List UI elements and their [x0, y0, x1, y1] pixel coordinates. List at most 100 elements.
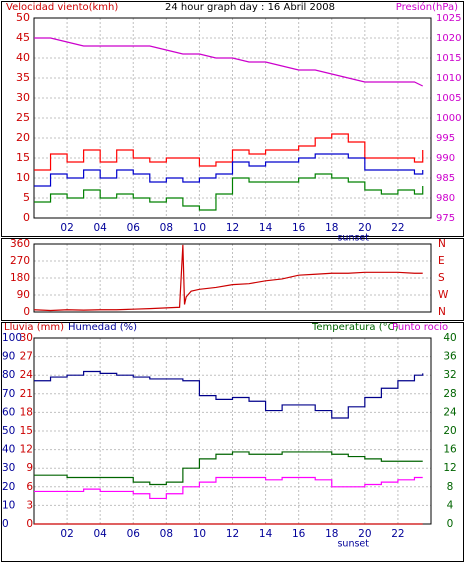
humidity-y-tick: 60 — [2, 406, 15, 418]
pressure-y-tick: 1005 — [436, 93, 461, 104]
direction-panel-plot-border — [33, 243, 432, 313]
x-tick-label: 04 — [93, 222, 107, 234]
rain-y-tick: 24 — [20, 369, 34, 381]
rain-y-tick: 21 — [20, 388, 33, 400]
rain-y-tick: 3 — [26, 499, 33, 511]
pressure-axis-title: Presión(hPa) — [396, 1, 458, 13]
sunset-annotation: sunset — [337, 539, 369, 550]
x-tick-label: 22 — [391, 528, 404, 540]
wind-y-tick: 10 — [16, 171, 30, 184]
compass-y-tick: N — [438, 306, 446, 318]
pressure-y-tick: 1025 — [436, 13, 461, 24]
chart-title: 24 hour graph day : 16 Abril 2008 — [165, 2, 335, 13]
wind-y-tick: 50 — [16, 11, 30, 24]
humidity-axis-title: Humedad (%) — [68, 322, 137, 333]
pressure-y-tick: 990 — [436, 153, 455, 164]
x-tick-label: 20 — [358, 528, 371, 540]
rain-y-tick: 27 — [20, 351, 33, 363]
temperature-y-tick: 4 — [447, 499, 454, 511]
compass-y-tick: N — [438, 238, 446, 250]
wind-y-tick: 15 — [16, 151, 30, 164]
x-tick-label: 06 — [127, 222, 141, 234]
wind-y-tick: 20 — [16, 131, 30, 144]
humidity-y-tick: 20 — [2, 481, 15, 493]
rain-y-tick: 9 — [26, 462, 33, 474]
x-tick-label: 18 — [325, 222, 338, 234]
pressure-y-tick: 1020 — [436, 33, 461, 44]
wind-y-tick: 45 — [16, 31, 30, 44]
temperature-y-tick: 20 — [443, 425, 456, 437]
humidity-y-tick: 30 — [2, 462, 15, 474]
x-tick-label: 14 — [259, 528, 273, 540]
humidity-y-tick: 80 — [2, 369, 15, 381]
dewpoint-axis-title: Punto rocío — [392, 321, 448, 333]
humidity-y-tick: 70 — [2, 388, 15, 400]
direction-y-tick: 270 — [10, 255, 30, 267]
x-tick-label: 12 — [226, 222, 239, 234]
wind-axis-title: Velocidad viento(kmh) — [6, 2, 118, 13]
rain-axis-title: Lluvia (mm) — [4, 322, 64, 333]
x-tick-label: 04 — [93, 528, 107, 540]
wind-y-tick: 5 — [23, 191, 30, 204]
series-direction — [33, 244, 423, 312]
wind-y-tick: 0 — [23, 211, 30, 224]
humidity-y-tick: 40 — [2, 444, 15, 456]
rain-y-tick: 0 — [26, 518, 33, 530]
rain-y-tick: 18 — [20, 406, 33, 418]
temperature-y-tick: 36 — [443, 351, 457, 363]
humidity-y-tick: 50 — [2, 425, 15, 437]
wind-y-tick: 25 — [16, 111, 30, 124]
wind-y-tick: 35 — [16, 71, 30, 84]
sunset-annotation: sunset — [337, 233, 369, 244]
rain-y-tick: 15 — [20, 425, 33, 437]
wind-y-tick: 30 — [16, 91, 30, 104]
temperature-y-tick: 8 — [447, 481, 454, 493]
pressure-y-tick: 985 — [436, 173, 455, 184]
series-pressure — [34, 37, 423, 87]
rain-y-tick: 12 — [20, 444, 33, 456]
panel-frame-wind — [1, 1, 464, 237]
compass-y-tick: W — [438, 289, 449, 301]
humidity-y-tick: 10 — [2, 499, 15, 511]
temperature-y-tick: 40 — [443, 332, 456, 344]
temperature-y-tick: 28 — [443, 388, 456, 400]
temperature-y-tick: 16 — [443, 444, 457, 456]
series-wind_avg — [34, 153, 424, 187]
pressure-y-tick: 975 — [436, 213, 455, 224]
temperature-axis-title: Temperatura (°C) — [311, 322, 399, 333]
temperature-y-tick: 24 — [443, 406, 457, 418]
series-temperature — [34, 451, 423, 486]
series-humidity — [34, 370, 424, 419]
series-dewpoint — [34, 476, 423, 500]
x-tick-label: 10 — [193, 222, 206, 234]
series-wind_low — [34, 173, 424, 211]
rain-y-tick: 6 — [26, 481, 33, 493]
pressure-y-tick: 1010 — [436, 73, 461, 84]
temperature-y-tick: 32 — [443, 369, 456, 381]
wind-panel-plot-border — [33, 17, 432, 219]
x-tick-label: 02 — [60, 528, 73, 540]
x-tick-label: 16 — [292, 222, 306, 234]
direction-y-tick: 0 — [23, 306, 30, 318]
x-tick-label: 18 — [325, 528, 338, 540]
direction-y-tick: 180 — [10, 272, 30, 284]
x-tick-label: 08 — [160, 222, 173, 234]
x-tick-label: 06 — [127, 528, 141, 540]
panel-frame-direction — [1, 238, 464, 321]
pressure-y-tick: 1000 — [436, 113, 461, 124]
compass-y-tick: E — [438, 255, 445, 267]
pressure-y-tick: 980 — [436, 193, 455, 204]
direction-y-tick: 90 — [17, 289, 30, 301]
panel-frame-temp-humidity — [1, 322, 464, 562]
x-tick-label: 12 — [226, 528, 239, 540]
x-tick-label: 14 — [259, 222, 273, 234]
temperature-y-tick: 0 — [447, 518, 454, 530]
pressure-y-tick: 995 — [436, 133, 455, 144]
x-tick-label: 16 — [292, 528, 306, 540]
x-tick-label: 02 — [60, 222, 73, 234]
humidity-y-tick: 100 — [2, 332, 22, 344]
temperature-y-tick: 12 — [443, 462, 456, 474]
x-tick-label: 10 — [193, 528, 206, 540]
